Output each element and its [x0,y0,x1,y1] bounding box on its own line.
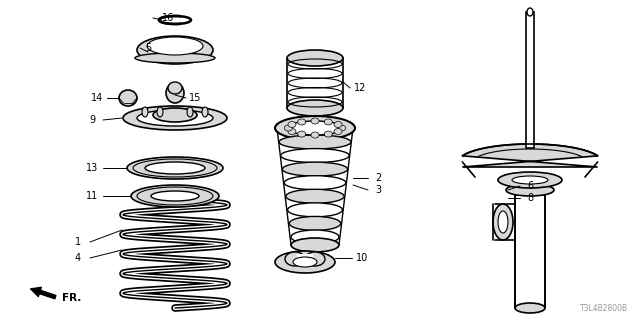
Text: 12: 12 [354,83,366,93]
Text: 6: 6 [527,181,533,191]
Text: T3L4B2800B: T3L4B2800B [580,304,628,313]
Ellipse shape [123,106,227,130]
Polygon shape [462,144,598,167]
Ellipse shape [285,252,305,266]
Text: 4: 4 [75,253,81,263]
Ellipse shape [527,8,533,16]
Ellipse shape [298,119,306,125]
Ellipse shape [137,110,213,126]
Text: 15: 15 [189,93,201,103]
Text: 2: 2 [375,173,381,183]
Ellipse shape [119,90,137,106]
Text: 14: 14 [91,93,103,103]
Ellipse shape [288,122,296,127]
Ellipse shape [334,129,342,134]
Ellipse shape [151,191,199,201]
Ellipse shape [202,107,208,117]
Ellipse shape [287,203,342,217]
Ellipse shape [142,107,148,117]
Ellipse shape [512,176,548,184]
Ellipse shape [515,303,545,313]
Text: FR.: FR. [62,293,81,303]
Ellipse shape [493,204,513,240]
Ellipse shape [284,176,346,190]
Ellipse shape [127,157,223,179]
Ellipse shape [279,135,351,149]
FancyArrowPatch shape [31,287,56,299]
Ellipse shape [287,50,343,66]
Text: 1: 1 [75,237,81,247]
Bar [297,254,313,262]
Ellipse shape [275,116,355,140]
Ellipse shape [498,211,508,233]
Ellipse shape [187,107,193,117]
Text: 11: 11 [86,191,98,201]
Text: 10: 10 [356,253,368,263]
Ellipse shape [168,82,182,94]
Text: 5: 5 [145,43,151,53]
Text: 13: 13 [86,163,98,173]
Bar [526,12,534,148]
Ellipse shape [275,251,335,273]
Text: 3: 3 [375,185,381,195]
Ellipse shape [287,121,343,135]
Ellipse shape [153,108,197,122]
Text: 16: 16 [162,13,174,23]
Ellipse shape [131,185,219,207]
Ellipse shape [135,53,215,63]
Ellipse shape [281,148,349,163]
Ellipse shape [166,83,184,103]
Ellipse shape [282,162,348,176]
Ellipse shape [506,184,554,196]
Ellipse shape [338,125,346,131]
Ellipse shape [305,252,325,266]
Ellipse shape [324,119,332,125]
Text: 9: 9 [89,115,95,125]
Ellipse shape [498,172,562,188]
Ellipse shape [288,129,296,134]
Bar [515,195,545,308]
Ellipse shape [157,107,163,117]
Ellipse shape [298,131,306,137]
Ellipse shape [287,100,343,116]
Ellipse shape [334,122,342,127]
Ellipse shape [289,216,340,230]
Ellipse shape [145,162,205,174]
Ellipse shape [311,132,319,138]
Ellipse shape [291,238,339,252]
Ellipse shape [137,36,213,64]
Ellipse shape [284,125,292,131]
Ellipse shape [147,37,203,55]
Ellipse shape [311,118,319,124]
Ellipse shape [324,131,332,137]
Ellipse shape [293,257,317,267]
Text: 8: 8 [527,193,533,203]
Ellipse shape [286,189,344,203]
Ellipse shape [291,230,339,244]
